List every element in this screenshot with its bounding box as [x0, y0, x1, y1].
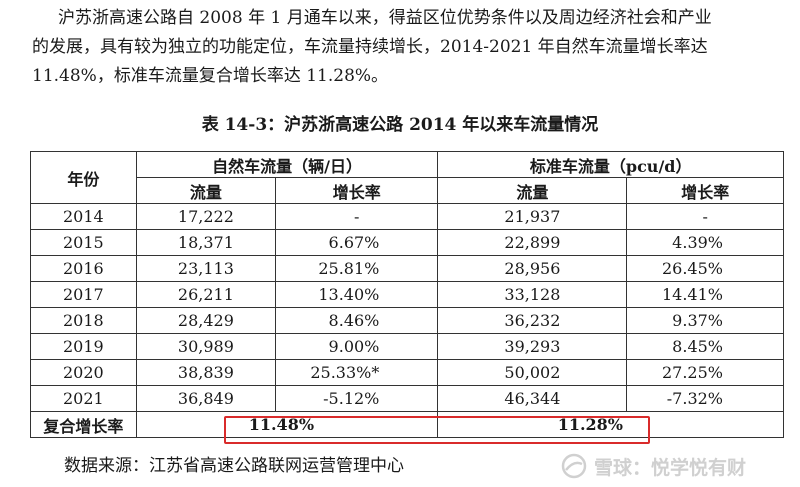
row-standard-rate: 27.25%: [626, 359, 784, 386]
table-body: 2014 17,222-21,937-2015 18,371 6.67% 22,899 4…: [30, 203, 784, 412]
row-natural-rate: 9.00%: [275, 333, 439, 360]
subheader-natural-flow: 流量: [135, 177, 277, 204]
row-natural-flow: 36,849: [135, 385, 277, 412]
cagr-natural-value: 11.48%: [135, 411, 439, 438]
table-row: 2017 26,211 13.40% 33,128 14.41%: [30, 281, 784, 308]
row-natural-flow: 17,222: [135, 203, 277, 230]
row-natural-flow: 38,839: [135, 359, 277, 386]
row-standard-flow: 28,956: [437, 255, 628, 282]
table-row: 2020 38,839 25.33%* 50,002 27.25%: [30, 359, 784, 386]
paragraph-line-1: 沪苏浙高速公路自 2008 年 1 月通车以来，得益区位优势条件以及周边经济社会…: [58, 8, 712, 28]
row-standard-flow: 21,937: [437, 203, 628, 230]
row-standard-flow: 33,128: [437, 281, 628, 308]
watermark: 雪球：悦学悦有财: [560, 451, 746, 481]
table-row: 2019 30,989 9.00% 39,293 8.45%: [30, 333, 784, 360]
row-year: 2015: [30, 229, 137, 256]
table-row: 2014 17,222-21,937-: [30, 203, 784, 230]
row-natural-rate: -5.12%: [275, 385, 439, 412]
row-standard-flow: 46,344: [437, 385, 628, 412]
table-row: 2018 28,429 8.46% 36,232 9.37%: [30, 307, 784, 334]
row-standard-flow: 39,293: [437, 333, 628, 360]
row-natural-rate: 25.81%: [275, 255, 439, 282]
snowball-logo-icon: [560, 452, 588, 480]
row-year: 2019: [30, 333, 137, 360]
table-caption: 表 14-3：沪苏浙高速公路 2014 年以来车流量情况: [201, 115, 599, 135]
header-standard-flow: 标准车流量（pcu/d）: [437, 151, 784, 178]
row-natural-flow: 23,113: [135, 255, 277, 282]
table-row: 2015 18,371 6.67% 22,899 4.39%: [30, 229, 784, 256]
row-standard-rate: 14.41%: [626, 281, 784, 308]
row-natural-flow: 26,211: [135, 281, 277, 308]
row-natural-rate: -: [275, 203, 439, 230]
row-natural-rate: 25.33%*: [275, 359, 439, 386]
row-standard-rate: 9.37%: [626, 307, 784, 334]
row-year: 2017: [30, 281, 137, 308]
row-standard-flow: 50,002: [437, 359, 628, 386]
cagr-standard-value: 11.28%: [437, 411, 784, 438]
row-year: 2014: [30, 203, 137, 230]
watermark-text: 雪球：悦学悦有财: [594, 456, 747, 479]
table-row: 2016 23,113 25.81% 28,956 26.45%: [30, 255, 784, 282]
row-natural-rate: 13.40%: [275, 281, 439, 308]
header-year: 年份: [30, 151, 137, 204]
row-natural-rate: 8.46%: [275, 307, 439, 334]
row-year: 2016: [30, 255, 137, 282]
data-source-note: 数据来源：江苏省高速公路联网运营管理中心: [64, 456, 404, 476]
subheader-natural-rate: 增长率: [275, 177, 439, 204]
cagr-row: 复合增长率 11.48% 11.28%: [30, 411, 784, 438]
row-standard-flow: 36,232: [437, 307, 628, 334]
row-standard-rate: 4.39%: [626, 229, 784, 256]
cagr-highlight-box: [224, 416, 650, 444]
intro-paragraph: 沪苏浙高速公路自 2008 年 1 月通车以来，得益区位优势条件以及周边经济社会…: [32, 4, 792, 91]
row-natural-flow: 28,429: [135, 307, 277, 334]
subheader-standard-rate: 增长率: [626, 177, 784, 204]
row-year: 2018: [30, 307, 137, 334]
row-standard-rate: 8.45%: [626, 333, 784, 360]
paragraph-line-3: 11.48%，标准车流量复合增长率达 11.28%。: [32, 66, 389, 86]
row-standard-rate: -: [626, 203, 784, 230]
table-row: 2021 36,849 -5.12% 46,344 -7.32%: [30, 385, 784, 412]
cagr-label: 复合增长率: [30, 411, 137, 438]
row-year: 2020: [30, 359, 137, 386]
traffic-table: 年份 自然车流量（辆/日） 标准车流量（pcu/d） 流量 增长率 流量 增长率…: [30, 151, 784, 438]
row-standard-rate: 26.45%: [626, 255, 784, 282]
header-natural-flow: 自然车流量（辆/日）: [135, 151, 439, 178]
row-standard-rate: -7.32%: [626, 385, 784, 412]
row-standard-flow: 22,899: [437, 229, 628, 256]
row-natural-rate: 6.67%: [275, 229, 439, 256]
subheader-standard-flow: 流量: [437, 177, 628, 204]
row-natural-flow: 18,371: [135, 229, 277, 256]
row-natural-flow: 30,989: [135, 333, 277, 360]
paragraph-line-2: 的发展，具有较为独立的功能定位，车流量持续增长，2014-2021 年自然车流量…: [32, 37, 708, 57]
row-year: 2021: [30, 385, 137, 412]
